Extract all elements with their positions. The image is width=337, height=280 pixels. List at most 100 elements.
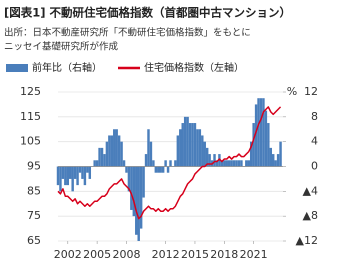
x-tick-label: 2012 xyxy=(152,248,180,261)
bar xyxy=(78,166,82,173)
x-tick-label: 2021 xyxy=(240,248,268,261)
x-tick-label: 2018 xyxy=(210,248,238,261)
bar xyxy=(69,166,72,179)
bar xyxy=(56,166,60,186)
y-tick-label: 75 xyxy=(27,209,41,222)
bar xyxy=(164,160,167,167)
bar xyxy=(208,154,211,167)
bar xyxy=(61,166,65,179)
bar xyxy=(245,160,248,167)
bar xyxy=(132,166,136,217)
y2-tick-label: 4 xyxy=(311,135,318,148)
y-tick-label: 85 xyxy=(27,184,41,197)
y2-tick-label: ▲12 xyxy=(296,234,318,247)
bar xyxy=(203,141,206,167)
bar xyxy=(269,147,272,167)
bar xyxy=(120,141,123,167)
bar xyxy=(83,166,87,186)
bar xyxy=(100,147,104,167)
bar xyxy=(64,166,67,186)
bar xyxy=(73,166,77,179)
legend-label: 前年比（右軸） xyxy=(32,61,102,74)
bar xyxy=(157,166,160,173)
bar xyxy=(159,166,162,173)
legend-swatch xyxy=(6,64,28,72)
y2-tick-label: ▲4 xyxy=(303,184,318,197)
bar xyxy=(205,147,209,167)
bar xyxy=(223,160,226,167)
y-tick-label: 65 xyxy=(27,234,41,247)
bar xyxy=(98,147,101,167)
x-tick-label: 2002 xyxy=(54,248,82,261)
bar xyxy=(169,160,172,167)
bar xyxy=(81,166,84,179)
bar xyxy=(252,123,255,167)
source-line: 出所：日本不動産研究所「不動研住宅価格指数」をもとに xyxy=(4,27,251,39)
bar xyxy=(230,160,233,167)
bar xyxy=(166,166,170,173)
bar xyxy=(66,166,70,186)
bar xyxy=(105,141,109,167)
x-tick-label: 2015 xyxy=(181,248,209,261)
bar xyxy=(174,160,177,167)
bar xyxy=(95,160,99,167)
bar xyxy=(130,166,133,210)
bar xyxy=(161,166,165,173)
bar xyxy=(127,166,131,192)
bar xyxy=(198,129,202,167)
y-tick-label: 95 xyxy=(27,160,41,173)
bar xyxy=(262,98,265,167)
y2-tick-label: 0 xyxy=(311,160,318,173)
bar xyxy=(249,141,253,167)
y-tick-label: 125 xyxy=(20,85,41,98)
bar xyxy=(181,123,184,167)
bar xyxy=(179,129,182,167)
bar xyxy=(135,166,138,235)
bar xyxy=(59,166,62,192)
bar xyxy=(154,166,158,173)
bar xyxy=(196,129,199,167)
source-line: ニッセイ基礎研究所が作成 xyxy=(4,41,119,53)
bar xyxy=(232,160,236,167)
legend-label: 住宅価格指数（左軸） xyxy=(144,61,244,74)
bar xyxy=(235,160,238,167)
x-tick-label: 2008 xyxy=(112,248,140,261)
y2-tick-label: ▲8 xyxy=(303,209,318,222)
line xyxy=(57,106,282,220)
bar xyxy=(188,123,192,167)
bar xyxy=(276,154,280,167)
chart-title: [図表1] 不動研住宅価格指数（首都圏中古マンション） xyxy=(4,6,291,20)
bar xyxy=(88,166,92,179)
bar xyxy=(176,135,180,167)
bar xyxy=(183,116,187,167)
bar xyxy=(237,160,241,167)
y2-axis-label: % xyxy=(287,85,297,98)
bar xyxy=(110,135,114,167)
bar xyxy=(247,160,250,167)
y2-tick-label: 8 xyxy=(311,110,318,123)
bar xyxy=(113,129,116,167)
bar xyxy=(271,154,275,167)
y-tick-label: 105 xyxy=(20,135,41,148)
bar xyxy=(220,160,224,167)
bar xyxy=(115,129,118,167)
bar xyxy=(108,135,111,167)
bar xyxy=(227,160,231,167)
x-tick-label: 2005 xyxy=(83,248,111,261)
bar xyxy=(254,104,258,167)
y-tick-label: 115 xyxy=(20,110,41,123)
bar xyxy=(215,160,219,167)
bar xyxy=(125,166,128,173)
bar xyxy=(142,166,145,198)
bar xyxy=(257,98,260,167)
bar xyxy=(71,166,74,192)
bar xyxy=(213,154,216,167)
bar xyxy=(139,166,143,229)
bar xyxy=(147,129,150,167)
bar xyxy=(264,110,268,167)
bar xyxy=(201,135,204,167)
bar xyxy=(274,160,277,167)
bar xyxy=(144,154,148,167)
bar xyxy=(193,123,197,167)
